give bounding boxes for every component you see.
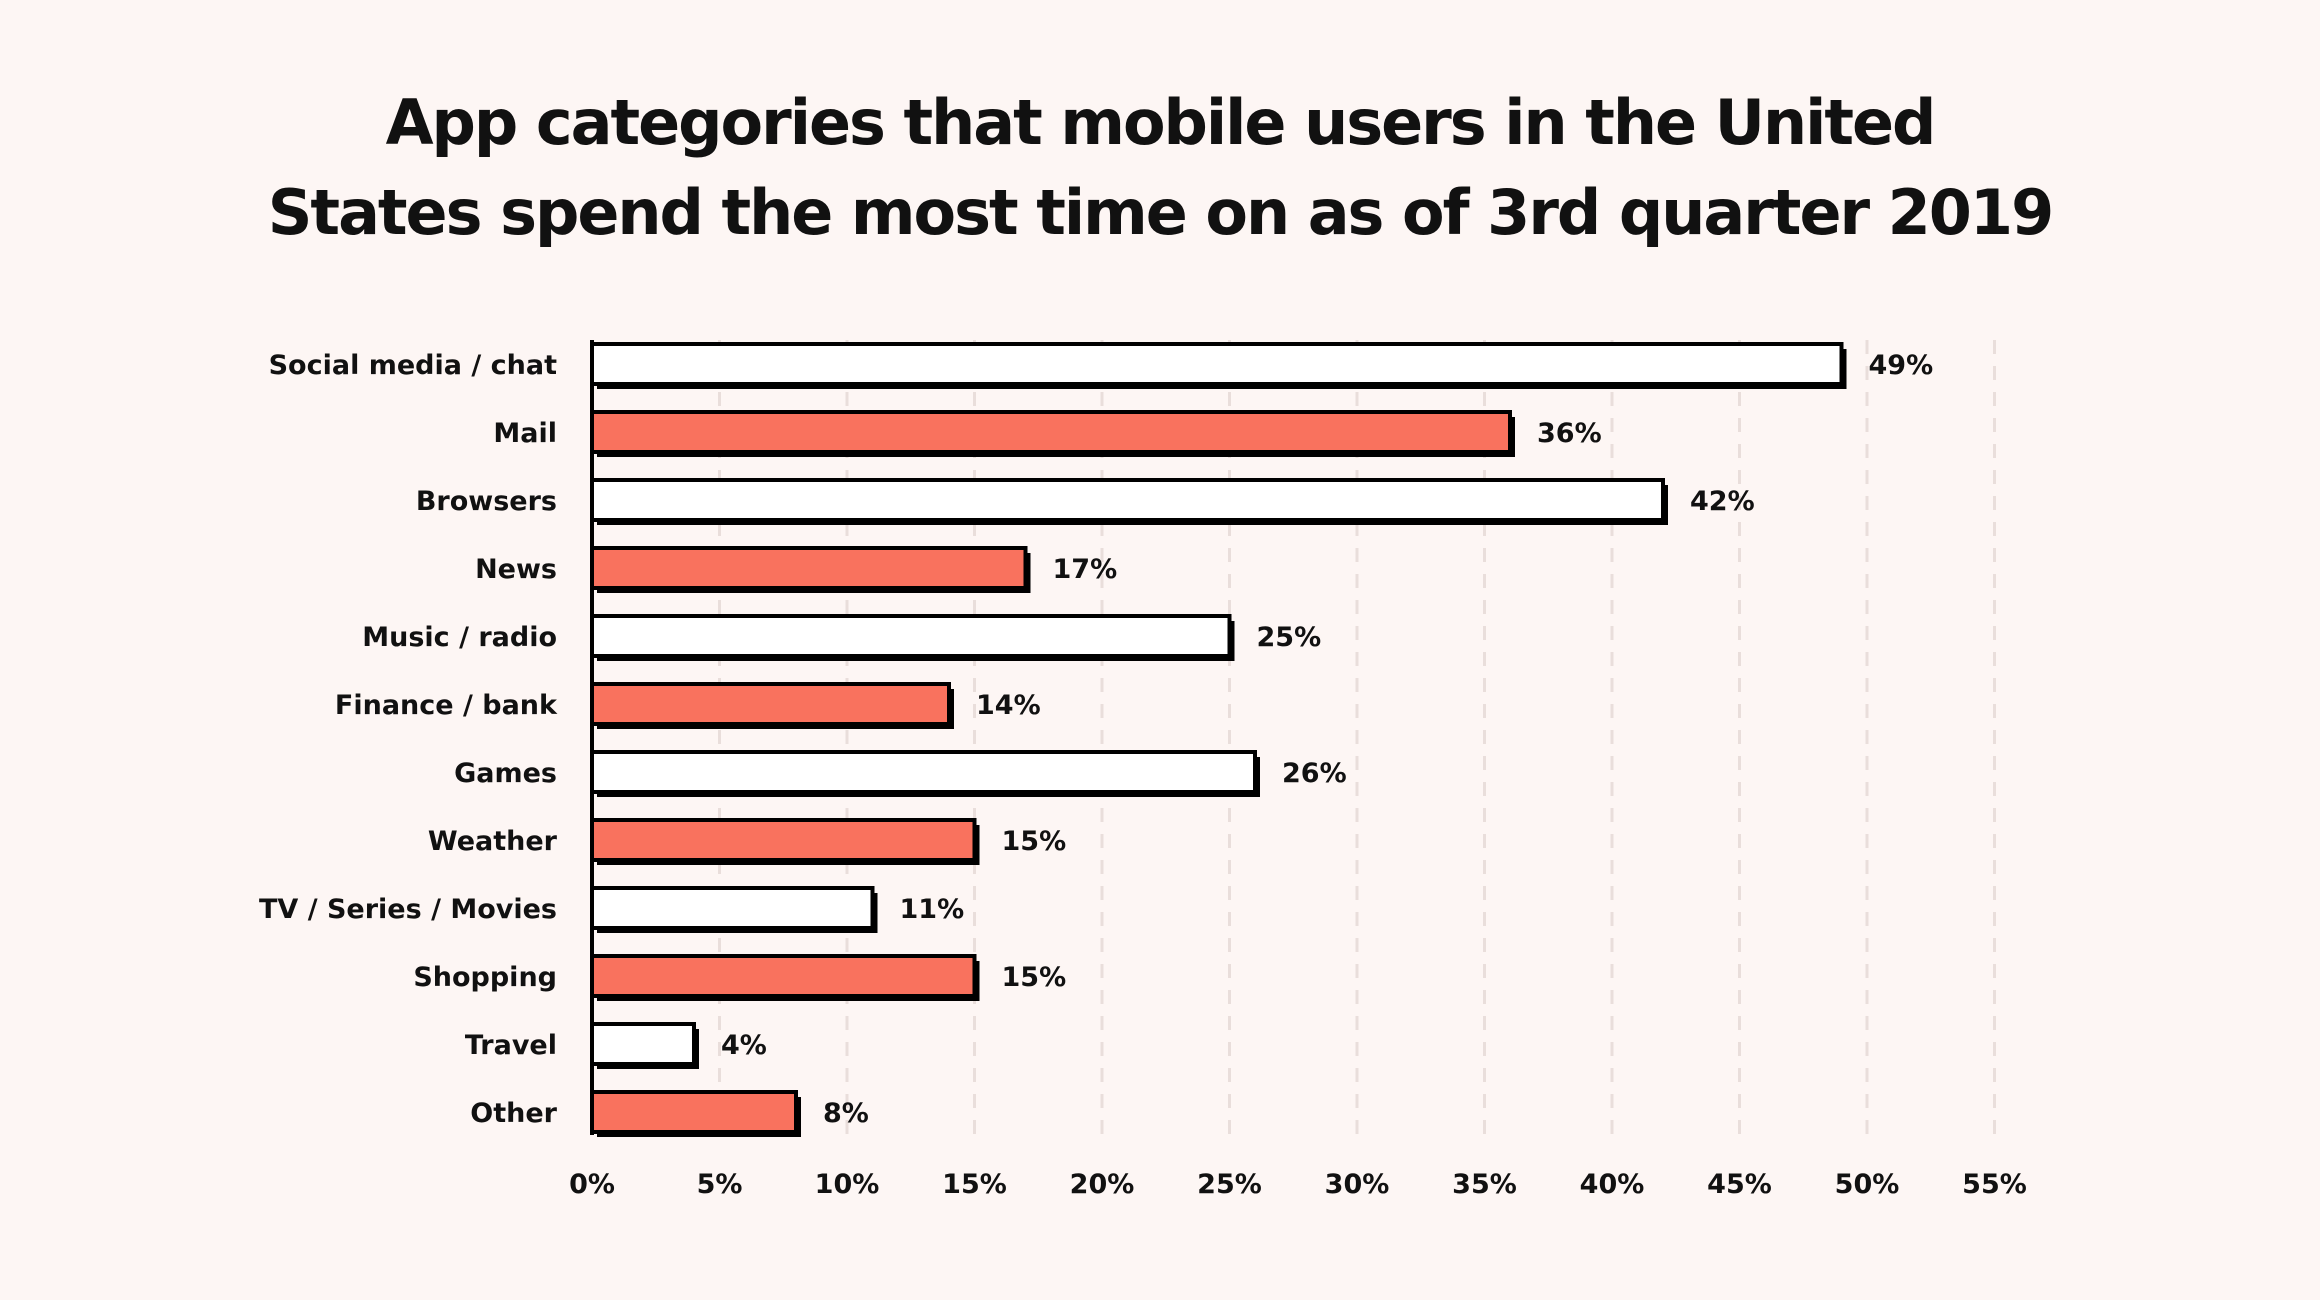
x-tick-label: 45%	[1707, 1169, 1772, 1200]
bar	[590, 478, 1665, 522]
value-label: 49%	[1869, 350, 1934, 381]
x-tick-label: 25%	[1197, 1169, 1262, 1200]
value-label: 26%	[1282, 758, 1347, 789]
bar	[590, 410, 1512, 454]
value-label: 15%	[1002, 962, 1067, 993]
value-label: 14%	[976, 690, 1041, 721]
bar	[590, 342, 1844, 386]
bar	[590, 750, 1257, 794]
bars	[590, 342, 1847, 1137]
category-label: Finance / bank	[335, 690, 558, 721]
x-tick-label: 15%	[942, 1169, 1007, 1200]
category-label: Shopping	[413, 962, 557, 993]
x-tick-label: 10%	[815, 1169, 880, 1200]
category-label: Travel	[465, 1030, 557, 1061]
bar	[590, 682, 951, 726]
category-labels: Social media / chat Mail Browsers News Music…	[259, 350, 558, 1129]
chart-title-line-1: App categories that mobile users in the …	[385, 86, 1937, 159]
bar	[590, 546, 1028, 590]
x-tick-label: 5%	[697, 1169, 743, 1200]
gridlines	[718, 340, 1996, 1135]
x-tick-label: 20%	[1070, 1169, 1135, 1200]
category-label: Games	[454, 758, 557, 789]
chart-title: App categories that mobile users in the …	[0, 78, 2320, 258]
x-axis-ticks: 0% 5% 10% 15% 20% 25% 30% 35% 40% 45% 50% 55%	[569, 1169, 2027, 1200]
bar	[590, 818, 977, 862]
category-label: Browsers	[416, 486, 557, 517]
category-label: Mail	[493, 418, 557, 449]
value-label: 8%	[823, 1098, 869, 1129]
bar	[590, 954, 977, 998]
category-label: Other	[470, 1098, 557, 1129]
bar	[590, 886, 875, 930]
category-label: Weather	[428, 826, 558, 857]
bar	[590, 1022, 696, 1066]
x-tick-label: 35%	[1452, 1169, 1517, 1200]
value-label: 15%	[1002, 826, 1067, 857]
category-label: Music / radio	[362, 622, 557, 653]
x-tick-label: 30%	[1325, 1169, 1390, 1200]
chart-title-line-2: States spend the most time on as of 3rd …	[267, 176, 2054, 249]
value-label: 42%	[1690, 486, 1755, 517]
category-label: News	[475, 554, 557, 585]
x-tick-label: 40%	[1580, 1169, 1645, 1200]
category-label: TV / Series / Movies	[259, 894, 557, 925]
value-label: 4%	[721, 1030, 767, 1061]
value-labels: 49% 36% 42% 17% 25% 14% 26% 15% 11% 15% 4% 8%	[721, 350, 1933, 1129]
value-label: 17%	[1053, 554, 1118, 585]
x-tick-label: 50%	[1835, 1169, 1900, 1200]
value-label: 36%	[1537, 418, 1602, 449]
bar	[590, 614, 1232, 658]
x-tick-label: 0%	[569, 1169, 615, 1200]
value-label: 11%	[900, 894, 965, 925]
bar	[590, 1090, 798, 1134]
x-tick-label: 55%	[1962, 1169, 2027, 1200]
value-label: 25%	[1257, 622, 1322, 653]
category-label: Social media / chat	[269, 350, 557, 381]
